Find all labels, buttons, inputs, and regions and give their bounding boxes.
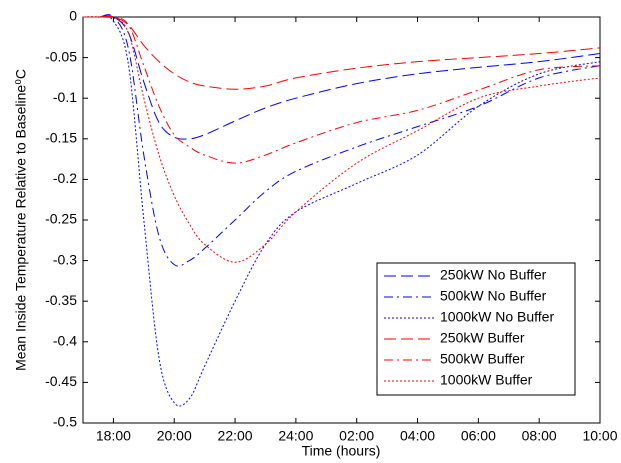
y-tick-label: 0 bbox=[69, 8, 77, 24]
y-tick-label: -0.1 bbox=[53, 89, 77, 105]
y-tick-label: -0.25 bbox=[45, 211, 77, 227]
legend-box bbox=[376, 262, 576, 396]
y-tick-label: -0.4 bbox=[53, 333, 77, 349]
x-tick-label: 04:00 bbox=[400, 428, 435, 444]
x-tick-label: 20:00 bbox=[157, 428, 192, 444]
series-line bbox=[83, 15, 601, 164]
legend-label: 500kW Buffer bbox=[440, 351, 525, 367]
legend-label: 250kW Buffer bbox=[440, 330, 525, 346]
x-tick-label: 22:00 bbox=[218, 428, 253, 444]
y-tick-label: -0.2 bbox=[53, 170, 77, 186]
legend-label: 250kW No Buffer bbox=[440, 267, 547, 283]
series-line bbox=[83, 15, 601, 140]
y-tick-label: -0.05 bbox=[45, 48, 77, 64]
x-tick-label: 10:00 bbox=[582, 428, 617, 444]
series-line bbox=[83, 15, 601, 90]
x-tick-label: 24:00 bbox=[278, 428, 313, 444]
series-line bbox=[83, 14, 601, 267]
y-tick-label: -0.5 bbox=[53, 414, 77, 430]
legend-label: 500kW No Buffer bbox=[440, 288, 547, 304]
legend-label: 1000kW No Buffer bbox=[440, 309, 554, 325]
x-tick-label: 02:00 bbox=[339, 428, 374, 444]
y-tick-label: -0.3 bbox=[53, 251, 77, 267]
x-tick-label: 18:00 bbox=[96, 428, 131, 444]
x-tick-label: 08:00 bbox=[522, 428, 557, 444]
y-tick-label: -0.15 bbox=[45, 130, 77, 146]
series-line bbox=[82, 15, 601, 407]
x-tick-label: 06:00 bbox=[461, 428, 496, 444]
x-axis-label: Time (hours) bbox=[302, 443, 381, 459]
y-tick-label: -0.45 bbox=[45, 373, 77, 389]
series-line bbox=[83, 15, 601, 263]
y-axis-label: Mean Inside Temperature Relative to Base… bbox=[13, 69, 29, 371]
legend-label: 1000kW Buffer bbox=[440, 372, 533, 388]
y-tick-label: -0.35 bbox=[45, 292, 77, 308]
